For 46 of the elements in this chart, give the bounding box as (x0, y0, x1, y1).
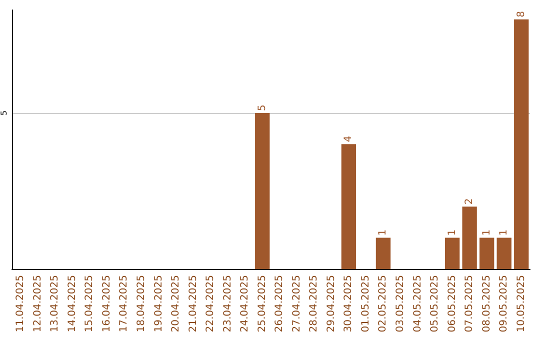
x-tick-label: 02.05.2025 (378, 275, 389, 332)
data-label: 1 (378, 229, 389, 236)
x-tick-label: 03.05.2025 (395, 275, 406, 332)
x-tick-label: 15.04.2025 (84, 275, 96, 332)
x-tick-label: 17.04.2025 (118, 275, 130, 332)
bar (496, 238, 512, 269)
data-label: 1 (446, 229, 458, 236)
x-tick-label: 01.05.2025 (360, 275, 372, 332)
x-tick-label: 06.05.2025 (446, 275, 458, 332)
x-tick-label: 30.04.2025 (343, 275, 354, 332)
x-tick-label: 07.05.2025 (464, 275, 476, 332)
data-label: 4 (343, 136, 354, 142)
x-tick-label: 18.04.2025 (136, 275, 147, 332)
x-tick-label: 04.05.2025 (412, 275, 424, 332)
x-tick-label: 29.04.2025 (326, 275, 337, 332)
bar (376, 238, 391, 269)
bar (255, 112, 270, 269)
bar (479, 238, 494, 269)
x-tick-label: 22.04.2025 (205, 275, 216, 332)
x-tick-label: 26.04.2025 (274, 275, 286, 332)
data-label: 1 (481, 229, 492, 236)
x-tick-label: 23.04.2025 (222, 275, 234, 332)
data-label: 8 (516, 10, 527, 18)
x-tick-label: 14.04.2025 (66, 275, 78, 332)
x-tick-label: 12.04.2025 (32, 275, 44, 332)
x-tick-label: 08.05.2025 (481, 275, 492, 332)
x-tick-label: 27.04.2025 (291, 275, 302, 332)
bar (444, 238, 460, 269)
x-tick-label: 21.04.2025 (188, 275, 199, 332)
x-tick-label: 11.04.2025 (15, 275, 26, 332)
data-label: 1 (498, 229, 510, 236)
x-tick-label: 28.04.2025 (308, 275, 320, 332)
x-tick-label: 24.04.2025 (240, 275, 251, 332)
x-tick-label: 25.04.2025 (256, 275, 268, 332)
x-tick-label: 13.04.2025 (50, 275, 61, 332)
data-label: 2 (464, 198, 476, 205)
data-label: 5 (256, 104, 268, 111)
x-tick-label: 20.04.2025 (170, 275, 182, 332)
x-tick-label: 16.04.2025 (101, 275, 112, 332)
bar (462, 206, 477, 269)
x-tick-label: 09.05.2025 (498, 275, 510, 332)
x-tick-label: 05.05.2025 (430, 275, 441, 332)
bar (514, 19, 529, 269)
bar (341, 144, 356, 269)
x-tick-label: 19.04.2025 (153, 275, 164, 332)
x-tick-label: 10.05.2025 (516, 275, 527, 332)
